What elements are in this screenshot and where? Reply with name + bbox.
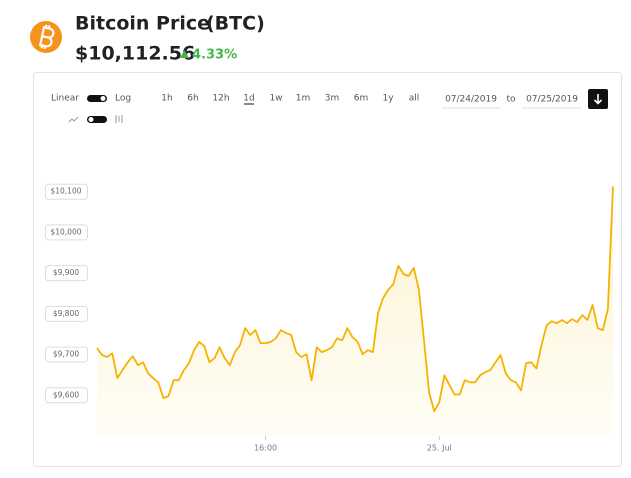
range-button[interactable]: 3m [325,94,340,104]
y-tick-label: $10,000 [50,227,81,236]
range-button[interactable]: 1h [161,94,172,104]
chart-type-toggle[interactable] [87,116,107,123]
line-icon[interactable] [68,116,79,123]
bitcoin-logo [30,21,62,53]
download-button[interactable] [588,89,608,109]
y-tick-label: $9,800 [53,309,79,318]
y-tick-label: $9,700 [53,350,79,359]
date-separator: to [506,95,516,105]
scale-toggle[interactable] [87,95,107,102]
date-to[interactable]: 07/25/2019 [526,95,578,105]
range-button[interactable]: 6h [187,94,198,104]
date-from[interactable]: 07/24/2019 [445,95,497,105]
up-arrow [180,50,189,58]
price: $10,112.56 [75,43,195,65]
x-tick-label: 25. Jul [427,444,452,453]
y-tick-box [45,305,88,322]
range-button[interactable]: 12h [212,94,229,104]
change: 4.33% [192,48,237,63]
y-tick-box [45,346,88,363]
y-tick-label: $9,900 [53,268,79,277]
y-tick-box [45,265,88,282]
candle-icon[interactable] [115,115,123,123]
scale-option[interactable]: Linear [51,94,79,104]
y-tick-label: $10,100 [50,187,81,196]
y-tick-label: $9,600 [53,390,79,399]
chart-card [33,72,622,467]
y-tick-box [45,387,88,404]
range-button[interactable]: 1m [296,94,311,104]
range-button[interactable]: 1y [382,94,394,104]
range-button[interactable]: all [409,94,420,104]
y-tick-box [45,224,88,241]
y-tick-box [45,183,88,200]
range-button[interactable]: 1w [269,94,282,104]
range-button[interactable]: 6m [354,94,369,104]
x-tick-label: 16:00 [254,444,277,453]
price-line [96,186,614,413]
range-button[interactable]: 1d [243,94,254,104]
scale-option[interactable]: Log [115,94,131,104]
title: Bitcoin Price [75,13,210,35]
symbol: (BTC) [206,13,265,35]
